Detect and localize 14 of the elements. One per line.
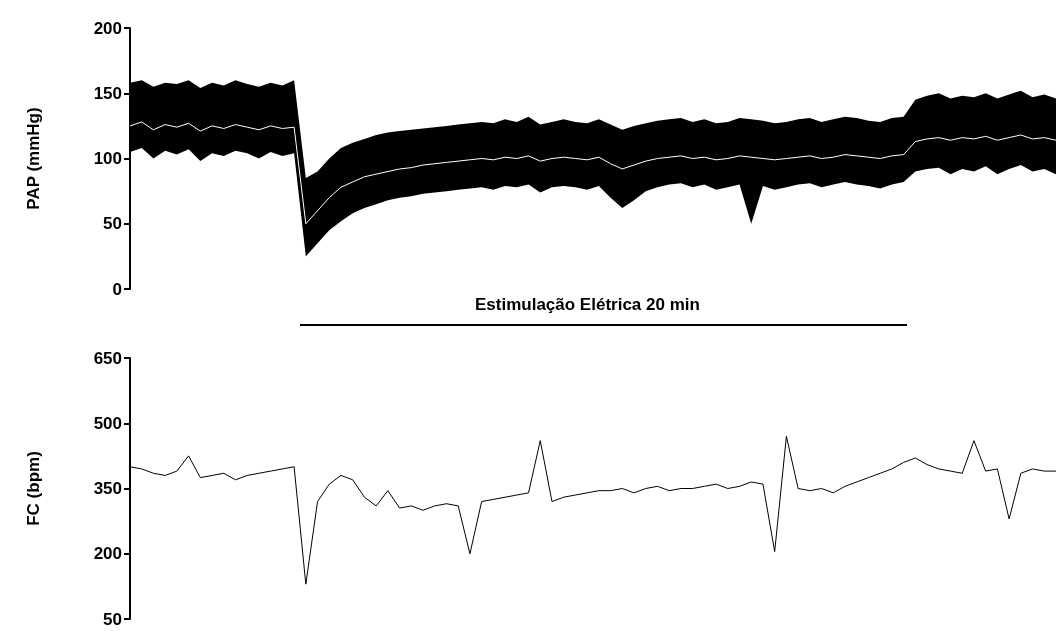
y-tick-label: 500 — [93, 413, 122, 433]
y-tick-label: 50 — [103, 214, 122, 234]
y-axis-title: PAP (mmHg) — [24, 107, 43, 210]
y-tick-label: 350 — [93, 479, 122, 498]
y-tick-label: 0 — [112, 279, 122, 299]
y-axis-title: FC (bpm) — [24, 451, 43, 526]
y-tick-label: 650 — [93, 348, 122, 368]
y-tick-label: 200 — [93, 544, 122, 564]
y-tick-label: 50 — [103, 609, 122, 629]
text: Estimulação Elétrica 20 min — [474, 295, 700, 314]
y-tick-label: 200 — [93, 18, 122, 38]
y-tick-label: 150 — [93, 83, 122, 103]
line-series — [129, 121, 1056, 225]
y-tick-label: 100 — [93, 149, 122, 168]
